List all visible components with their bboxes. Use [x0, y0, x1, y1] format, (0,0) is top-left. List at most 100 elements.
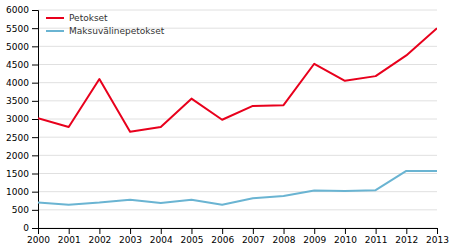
tick-mark — [69, 228, 70, 234]
tick-mark — [32, 65, 38, 66]
tick: 1000 — [6, 187, 38, 197]
tick: 2007 — [242, 228, 265, 245]
grid-line — [38, 173, 437, 174]
grid-line — [38, 191, 437, 192]
grid-line — [38, 64, 437, 65]
tick-label: 6000 — [6, 5, 29, 15]
legend-label: Petokset — [69, 13, 108, 23]
tick: 2000 — [6, 151, 38, 161]
tick: 0 — [23, 223, 38, 233]
grid-line — [38, 155, 437, 156]
legend-item: Petokset — [46, 13, 108, 23]
tick-mark — [32, 155, 38, 156]
tick: 5000 — [6, 42, 38, 52]
x-axis: 2000 2001 2002 2003 2004 2005 2006 2007 2008 2009… — [27, 228, 449, 245]
grid-line — [38, 100, 437, 101]
tick: 2006 — [211, 228, 234, 245]
tick: 1500 — [6, 169, 38, 179]
tick-mark — [99, 228, 100, 234]
legend-swatch — [46, 30, 64, 32]
tick-mark — [32, 46, 38, 47]
tick-mark — [32, 28, 38, 29]
chart: 2000 2001 2002 2003 2004 2005 2006 2007 2008 2009… — [0, 0, 453, 252]
tick: 3500 — [6, 96, 38, 106]
tick-mark — [284, 228, 285, 234]
tick-mark — [406, 228, 407, 234]
tick-label: 2006 — [211, 235, 234, 245]
tick-label: 2002 — [88, 235, 111, 245]
tick: 2011 — [365, 228, 388, 245]
axis-line — [32, 11, 39, 229]
tick-label: 2009 — [303, 235, 326, 245]
tick-mark — [32, 137, 38, 138]
tick-label: 2003 — [119, 235, 142, 245]
tick: 2008 — [273, 228, 296, 245]
tick-label: 2013 — [426, 235, 449, 245]
tick-label: 2000 — [27, 235, 50, 245]
grid-line — [38, 119, 437, 120]
tick-label: 5000 — [6, 42, 29, 52]
axis-line — [39, 229, 438, 235]
tick-mark — [32, 210, 38, 211]
tick-label: 2500 — [6, 133, 29, 143]
tick-mark — [130, 228, 131, 234]
tick-mark — [191, 228, 192, 234]
tick: 2500 — [6, 133, 38, 143]
tick: 2005 — [181, 228, 204, 245]
tick-mark — [345, 228, 346, 234]
tick: 2001 — [58, 228, 81, 245]
tick-label: 2000 — [6, 151, 29, 161]
tick-label: 4000 — [6, 78, 29, 88]
tick-label: 1500 — [6, 169, 29, 179]
tick-label: 2004 — [150, 235, 173, 245]
tick: 4000 — [6, 78, 38, 88]
tick-label: 3000 — [6, 114, 29, 124]
tick-mark — [32, 119, 38, 120]
tick: 2013 — [426, 228, 449, 245]
tick: 2003 — [119, 228, 142, 245]
series-group — [38, 28, 437, 205]
grid-line — [38, 209, 437, 210]
legend: Petokset Maksuvälinepetokset — [46, 13, 165, 36]
tick-mark — [161, 228, 162, 234]
tick: 2002 — [88, 228, 111, 245]
tick: 500 — [12, 205, 38, 215]
grid — [38, 10, 437, 228]
tick-label: 3500 — [6, 96, 29, 106]
tick-mark — [32, 101, 38, 102]
tick-mark — [222, 228, 223, 234]
tick-label: 5500 — [6, 24, 29, 34]
tick-mark — [376, 228, 377, 234]
series-line — [38, 28, 437, 132]
tick: 2004 — [150, 228, 173, 245]
tick: 2010 — [334, 228, 357, 245]
tick-label: 2008 — [273, 235, 296, 245]
tick-label: 2005 — [181, 235, 204, 245]
tick: 4500 — [6, 60, 38, 70]
plot: 2000 2001 2002 2003 2004 2005 2006 2007 2008 2009… — [6, 5, 449, 245]
tick-label: 0 — [23, 223, 29, 233]
tick: 2009 — [303, 228, 326, 245]
tick: 5500 — [6, 24, 38, 34]
tick-label: 2010 — [334, 235, 357, 245]
tick-mark — [32, 10, 38, 11]
tick: 2012 — [395, 228, 418, 245]
legend-label: Maksuvälinepetokset — [69, 26, 165, 36]
tick-mark — [314, 228, 315, 234]
grid-line — [38, 137, 437, 138]
tick-label: 2012 — [395, 235, 418, 245]
tick-label: 500 — [12, 205, 29, 215]
tick-mark — [253, 228, 254, 234]
legend-swatch — [46, 17, 64, 19]
tick: 3000 — [6, 114, 38, 124]
tick: 6000 — [6, 5, 38, 15]
tick-mark — [32, 192, 38, 193]
tick-label: 4500 — [6, 60, 29, 70]
y-axis: 0 500 1000 1500 2000 2500 3000 3500 4000 4500 5000… — [6, 5, 38, 233]
tick-label: 1000 — [6, 187, 29, 197]
tick-label: 2011 — [365, 235, 388, 245]
legend-item: Maksuvälinepetokset — [46, 26, 165, 36]
tick-label: 2007 — [242, 235, 265, 245]
tick-label: 2001 — [58, 235, 81, 245]
series-line — [38, 171, 437, 205]
